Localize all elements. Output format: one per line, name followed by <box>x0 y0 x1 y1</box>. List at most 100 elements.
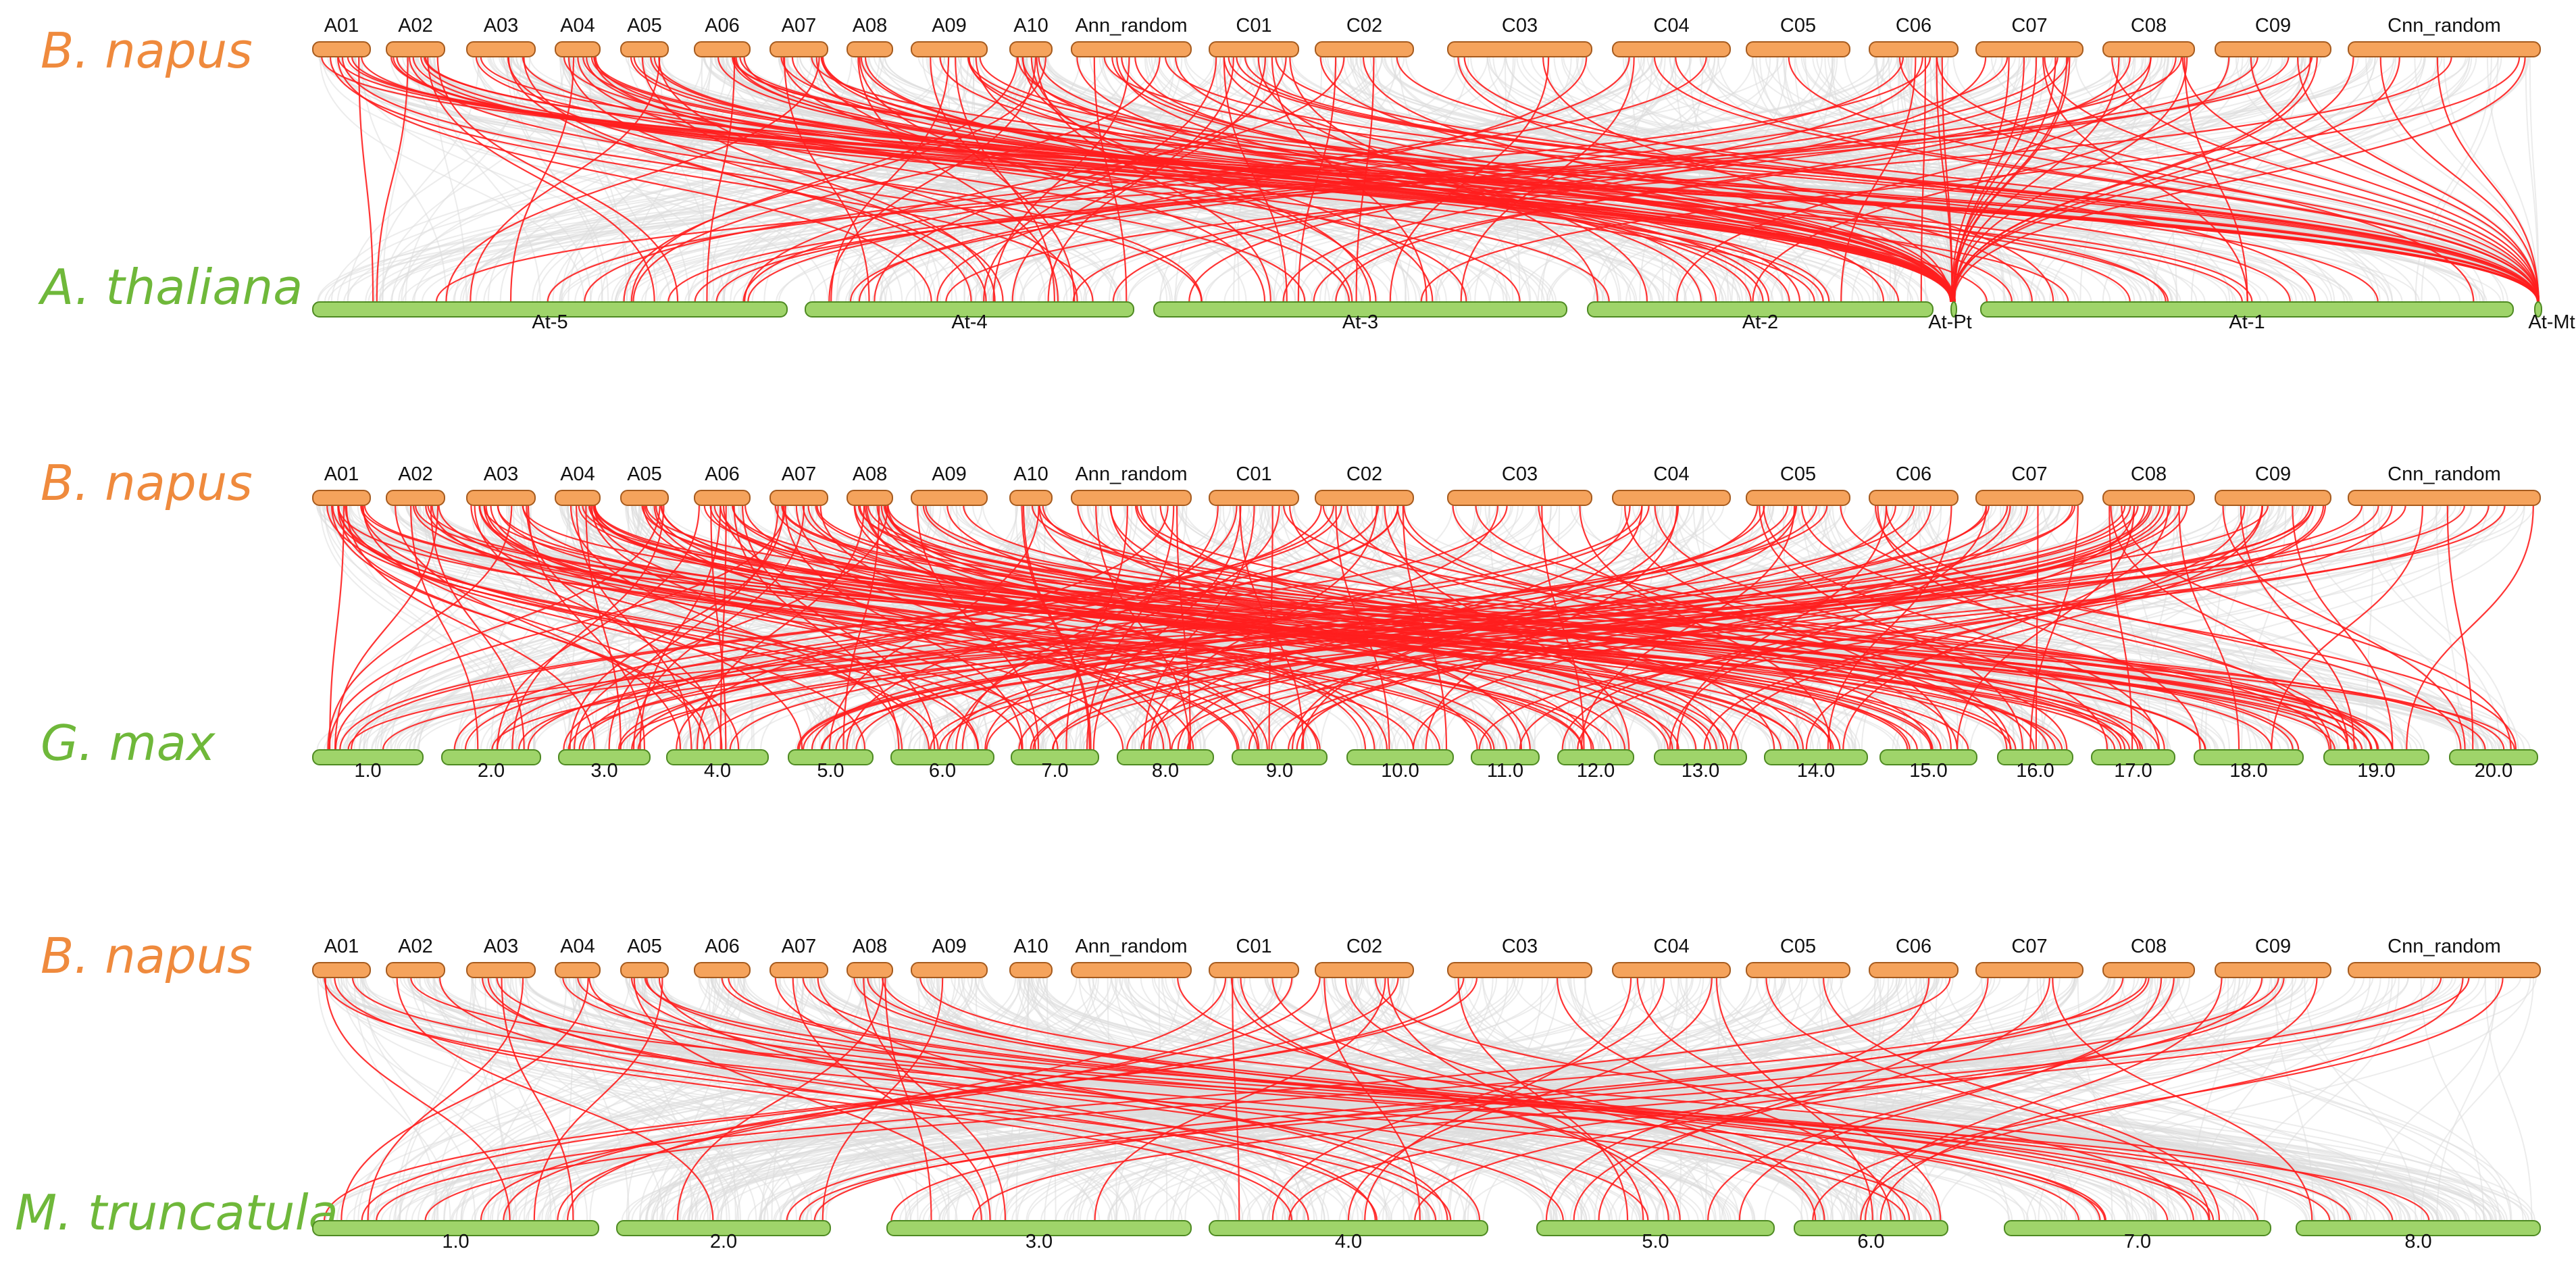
subject-chromosome-bar <box>1232 749 1328 765</box>
highlighted-link <box>1244 56 2540 303</box>
highlighted-link <box>1840 56 1917 303</box>
query-chromosome-label: C04 <box>1653 463 1689 485</box>
highlighted-link <box>1165 56 2540 303</box>
background-link <box>1569 977 2061 1221</box>
subject-chromosome-bar <box>2091 749 2175 765</box>
highlighted-link <box>1374 977 2194 1221</box>
query-chromosome-bar <box>386 41 445 57</box>
highlighted-link <box>396 977 714 1221</box>
highlighted-link <box>1288 505 2146 751</box>
background-link <box>857 977 1649 1221</box>
query-chromosome-bar <box>1447 41 1592 57</box>
subject-chromosome-bar <box>1950 301 1957 318</box>
query-chromosome-label: C04 <box>1653 15 1689 36</box>
subject-chromosome-bar <box>1587 301 1934 318</box>
subject-chromosome-bar <box>1346 749 1454 765</box>
query-chromosome-bar <box>312 41 371 57</box>
query-chromosome-bar <box>847 41 893 57</box>
background-link <box>1266 977 2112 1221</box>
highlighted-link <box>1624 505 1952 751</box>
highlighted-link <box>733 505 900 751</box>
highlighted-link <box>1654 505 2108 751</box>
subject-chromosome-label: 14.0 <box>1797 760 1835 782</box>
background-link <box>364 977 1641 1221</box>
highlighted-link <box>345 505 595 751</box>
highlighted-link <box>1952 56 2188 303</box>
background-link <box>1374 977 1740 1221</box>
highlighted-link <box>2183 56 2248 303</box>
highlighted-link <box>410 505 479 751</box>
query-chromosome-bar <box>2215 490 2331 506</box>
background-link <box>2235 56 2540 303</box>
highlighted-link <box>955 56 1055 303</box>
highlighted-link <box>1765 977 2211 1221</box>
highlighted-link <box>815 56 1353 303</box>
background-link <box>503 977 664 1221</box>
highlighted-link <box>595 56 1824 303</box>
query-chromosome-bar <box>1746 490 1850 506</box>
background-link <box>536 56 1043 303</box>
highlighted-link <box>1402 505 1448 751</box>
subject-chromosome-bar <box>558 749 651 765</box>
highlighted-link <box>2297 56 2539 303</box>
background-link <box>336 977 870 1221</box>
subject-chromosome-bar <box>1471 749 1540 765</box>
query-chromosome-label: A08 <box>853 463 888 485</box>
query-chromosome-label: C03 <box>1502 936 1538 957</box>
background-link <box>2436 977 2497 1221</box>
highlighted-link <box>511 505 665 751</box>
highlighted-link <box>828 505 1040 751</box>
background-link <box>688 977 1272 1221</box>
query-chromosome-label: A07 <box>782 15 817 36</box>
background-link <box>805 977 2235 1221</box>
query-chromosome-label: A10 <box>1013 936 1049 957</box>
query-chromosome-bar <box>2102 41 2195 57</box>
highlighted-link <box>329 505 345 751</box>
highlighted-link <box>1936 56 1953 303</box>
background-link <box>317 977 451 1221</box>
highlighted-link <box>630 56 1956 303</box>
highlighted-link <box>1577 505 2326 751</box>
background-link <box>615 56 1376 303</box>
highlighted-link <box>327 505 513 751</box>
background-link <box>1302 977 2442 1221</box>
highlighted-link <box>1519 505 2325 751</box>
background-link <box>1261 977 1879 1221</box>
query-chromosome-label: A04 <box>560 463 595 485</box>
highlighted-link <box>2042 56 2248 303</box>
background-link <box>2304 977 2417 1221</box>
query-chromosome-bar <box>555 41 601 57</box>
subject-chromosome-label: 5.0 <box>817 760 844 782</box>
background-link <box>432 977 699 1221</box>
highlighted-link <box>2436 56 2540 303</box>
highlighted-link <box>1268 505 1273 751</box>
background-link <box>1575 56 1954 303</box>
highlighted-link <box>983 56 1217 303</box>
highlighted-link <box>424 977 2147 1221</box>
highlighted-link <box>480 977 1399 1221</box>
query-chromosome-bar <box>1869 962 1959 978</box>
highlighted-link <box>326 505 979 751</box>
highlighted-link <box>2222 505 2466 751</box>
highlighted-link <box>334 505 786 751</box>
query-chromosome-bar <box>1315 490 1414 506</box>
background-link <box>495 977 552 1221</box>
query-chromosome-label: C06 <box>1896 463 1931 485</box>
query-chromosome-label: Ann_random <box>1075 936 1187 957</box>
highlighted-link <box>1103 56 2539 303</box>
query-chromosome-bar <box>312 962 371 978</box>
highlighted-link <box>1186 505 2490 751</box>
background-link <box>450 977 1928 1221</box>
highlighted-link <box>857 56 1059 303</box>
background-link <box>1981 977 2133 1221</box>
highlighted-link <box>497 505 700 751</box>
query-chromosome-label: A10 <box>1013 463 1049 485</box>
query-chromosome-label: C01 <box>1236 936 1271 957</box>
query-chromosome-bar <box>2102 490 2195 506</box>
highlighted-link <box>830 56 950 303</box>
highlighted-link <box>854 505 1711 751</box>
subject-chromosome-label: At-1 <box>2229 311 2265 333</box>
background-link <box>631 977 1264 1221</box>
highlighted-link <box>589 505 1834 751</box>
background-link <box>562 56 1115 303</box>
